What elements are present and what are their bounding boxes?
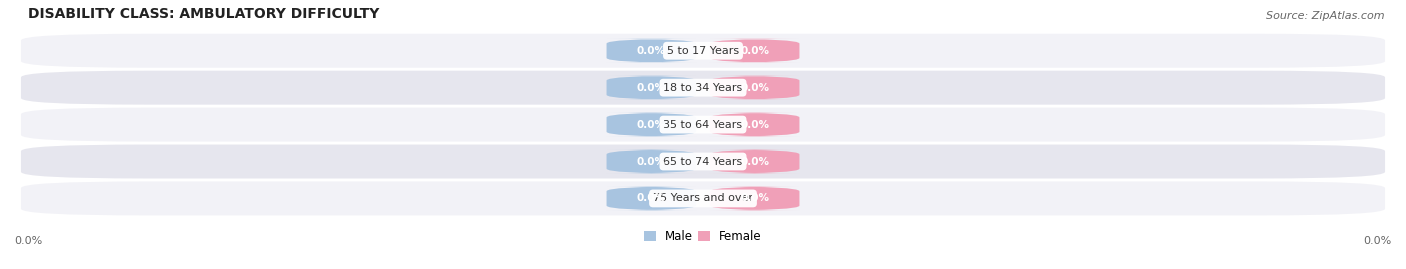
Text: 0.0%: 0.0% (740, 120, 769, 130)
Text: 0.0%: 0.0% (637, 193, 666, 203)
FancyBboxPatch shape (21, 71, 1385, 105)
Text: DISABILITY CLASS: AMBULATORY DIFFICULTY: DISABILITY CLASS: AMBULATORY DIFFICULTY (28, 7, 380, 21)
Text: 0.0%: 0.0% (637, 157, 666, 167)
Text: 0.0%: 0.0% (637, 46, 666, 56)
Text: 0.0%: 0.0% (637, 120, 666, 130)
FancyBboxPatch shape (710, 76, 800, 100)
FancyBboxPatch shape (606, 39, 696, 63)
Text: 18 to 34 Years: 18 to 34 Years (664, 83, 742, 93)
Text: 0.0%: 0.0% (14, 236, 42, 246)
FancyBboxPatch shape (606, 150, 696, 174)
Legend: Male, Female: Male, Female (644, 230, 762, 243)
FancyBboxPatch shape (21, 108, 1385, 141)
FancyBboxPatch shape (21, 144, 1385, 179)
Text: 0.0%: 0.0% (1364, 236, 1392, 246)
FancyBboxPatch shape (21, 34, 1385, 68)
Text: 0.0%: 0.0% (740, 193, 769, 203)
FancyBboxPatch shape (606, 76, 696, 100)
FancyBboxPatch shape (710, 150, 800, 174)
Text: 5 to 17 Years: 5 to 17 Years (666, 46, 740, 56)
FancyBboxPatch shape (21, 182, 1385, 215)
FancyBboxPatch shape (710, 113, 800, 137)
Text: 0.0%: 0.0% (740, 83, 769, 93)
Text: Source: ZipAtlas.com: Source: ZipAtlas.com (1267, 11, 1385, 21)
FancyBboxPatch shape (710, 186, 800, 210)
Text: 0.0%: 0.0% (637, 83, 666, 93)
Text: 0.0%: 0.0% (740, 46, 769, 56)
FancyBboxPatch shape (606, 113, 696, 137)
FancyBboxPatch shape (710, 39, 800, 63)
FancyBboxPatch shape (606, 186, 696, 210)
Text: 35 to 64 Years: 35 to 64 Years (664, 120, 742, 130)
Text: 65 to 74 Years: 65 to 74 Years (664, 157, 742, 167)
Text: 0.0%: 0.0% (740, 157, 769, 167)
Text: 75 Years and over: 75 Years and over (652, 193, 754, 203)
